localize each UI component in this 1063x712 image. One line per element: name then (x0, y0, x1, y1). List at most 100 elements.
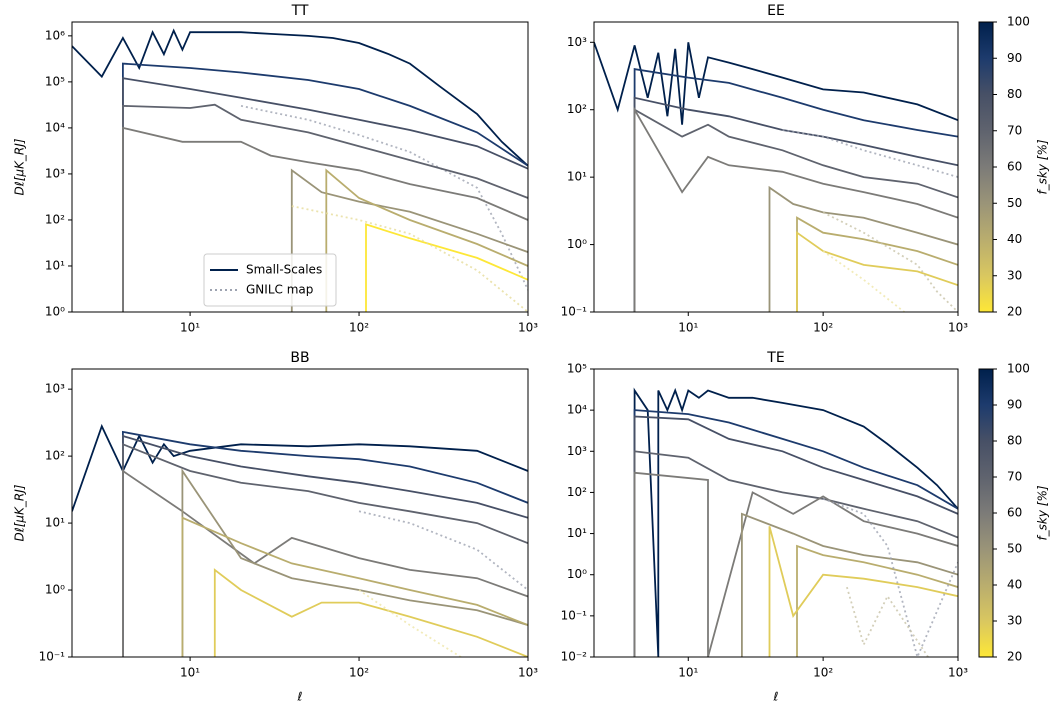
series-line (213, 568, 528, 657)
x-tick-label: 10¹ (180, 321, 200, 335)
series-line (365, 223, 528, 312)
plot-lines (72, 28, 528, 312)
series-line (181, 516, 528, 657)
plot-lines (594, 42, 958, 312)
x-tick-label: 10³ (518, 321, 538, 335)
x-axis-label: ℓ (773, 690, 779, 704)
y-tick-label: 10⁶ (45, 28, 65, 42)
y-tick-label: 10⁰ (45, 583, 65, 597)
series-line (633, 68, 958, 312)
y-tick-label: 10³ (45, 166, 65, 180)
x-tick-label: 10² (349, 666, 369, 680)
panel-title: EE (767, 3, 785, 19)
series-line (181, 468, 528, 657)
colorbar-tick-label: 40 (1007, 232, 1022, 246)
legend-box (203, 253, 337, 307)
series-line (358, 510, 528, 591)
colorbar-tick-label: 100 (1007, 362, 1030, 376)
series-line (741, 512, 958, 657)
x-tick-label: 10² (349, 321, 369, 335)
plot-lines (633, 387, 958, 657)
y-tick-label: 10⁰ (45, 305, 65, 319)
panel-title: TE (766, 350, 784, 366)
series-line (796, 544, 958, 657)
x-tick-label: 10¹ (180, 666, 200, 680)
series-line (633, 471, 958, 657)
series-line (72, 28, 528, 167)
series-line (290, 168, 528, 312)
y-tick-label: 10¹ (567, 526, 587, 540)
colorbar-tick-label: 80 (1007, 87, 1022, 101)
y-tick-label: 10⁻¹ (39, 650, 66, 664)
series-line (796, 216, 958, 312)
x-tick-label: 10³ (948, 321, 968, 335)
series-line (72, 423, 528, 512)
y-tick-label: 10² (45, 212, 65, 226)
y-tick-label: 10⁰ (567, 567, 587, 581)
y-tick-label: 10⁴ (567, 403, 587, 417)
axes-frame (593, 21, 959, 313)
series-line (291, 205, 528, 312)
series-line (122, 469, 528, 657)
y-tick-label: 10⁰ (567, 237, 587, 251)
colorbar-tick-label: 80 (1007, 434, 1022, 448)
y-tick-label: 10⁻¹ (561, 305, 588, 319)
axes-frame (71, 21, 529, 313)
y-tick-label: 10⁻¹ (561, 608, 588, 622)
series-line (846, 586, 929, 657)
x-tick-label: 10² (813, 666, 833, 680)
series-line (768, 526, 958, 657)
series-line (240, 105, 528, 291)
series-line (122, 103, 528, 312)
colorbar-tick-label: 20 (1007, 305, 1022, 319)
panel-title: TT (291, 3, 309, 19)
y-tick-label: 10¹ (45, 258, 65, 272)
colorbar-tick-label: 50 (1007, 542, 1022, 556)
colorbar-tick-label: 60 (1007, 160, 1022, 174)
x-tick-label: 10² (813, 321, 833, 335)
x-tick-label: 10¹ (678, 666, 698, 680)
colorbar-label: f_sky [%] (1036, 139, 1050, 194)
series-line (122, 442, 528, 657)
colorbar-tick-label: 30 (1007, 614, 1022, 628)
y-tick-label: 10² (567, 485, 587, 499)
y-axis-label: Dℓ[μK_RJ] (13, 138, 27, 195)
series-line (122, 434, 528, 657)
panel-title: BB (290, 350, 309, 366)
series-line (796, 230, 958, 312)
colorbar-label: f_sky [%] (1036, 485, 1050, 540)
series-line (122, 430, 528, 657)
colorbar-tick-label: 100 (1007, 15, 1030, 29)
series-line (633, 387, 958, 657)
y-tick-label: 10³ (567, 35, 587, 49)
x-axis-label: ℓ (297, 690, 303, 704)
y-tick-label: 10³ (45, 382, 65, 396)
series-line (122, 126, 528, 312)
series-line (633, 450, 958, 657)
x-tick-label: 10³ (518, 666, 538, 680)
plot-lines (72, 423, 528, 657)
y-tick-label: 10² (45, 449, 65, 463)
colorbar-tick-label: 30 (1007, 268, 1022, 282)
legend-label: Small-Scales (246, 263, 322, 277)
y-tick-label: 10² (567, 102, 587, 116)
colorbar-tick-label: 70 (1007, 123, 1022, 137)
axes-frame (593, 368, 959, 658)
colorbar-tick-label: 40 (1007, 578, 1022, 592)
legend-label: GNILC map (246, 283, 313, 297)
colorbar-tick-label: 60 (1007, 506, 1022, 520)
colorbar (978, 368, 994, 658)
series-line (633, 108, 958, 312)
series-line (122, 62, 528, 312)
series-line (633, 409, 958, 657)
series-line (822, 211, 958, 312)
y-tick-label: 10⁵ (567, 362, 587, 376)
y-tick-label: 10³ (567, 444, 587, 458)
series-line (122, 77, 528, 312)
y-tick-label: 10⁴ (45, 120, 65, 134)
series-line (822, 250, 906, 312)
y-tick-label: 10¹ (45, 516, 65, 530)
series-line (633, 106, 958, 312)
series-line (633, 415, 958, 657)
